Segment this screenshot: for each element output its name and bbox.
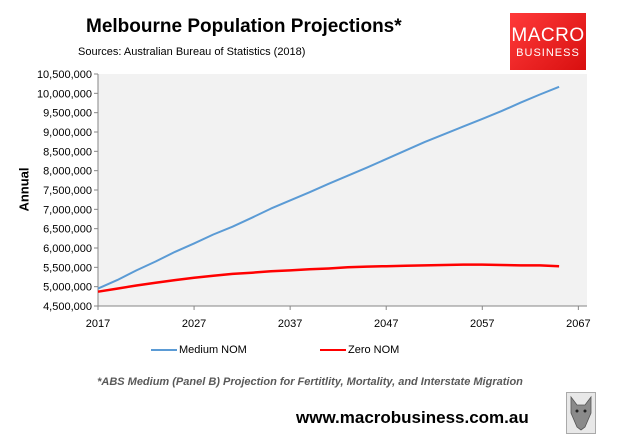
y-tick-label: 7,500,000 <box>43 185 92 197</box>
wolf-logo-icon <box>566 392 596 434</box>
macrobusiness-logo: MACRO BUSINESS <box>510 13 586 70</box>
y-tick-label: 5,000,000 <box>43 282 92 294</box>
legend-label: Zero NOM <box>348 344 400 356</box>
y-tick-label: 6,000,000 <box>43 243 92 255</box>
y-tick-label: 8,500,000 <box>43 146 92 158</box>
legend-item-zero: Zero NOM <box>320 344 399 356</box>
plot-area <box>98 74 587 306</box>
y-tick-label: 6,500,000 <box>43 224 92 236</box>
x-tick-label: 2027 <box>182 318 206 330</box>
legend-label: Medium NOM <box>179 344 247 356</box>
x-tick-label: 2047 <box>374 318 398 330</box>
y-tick-label: 9,500,000 <box>43 108 92 120</box>
y-tick-label: 4,500,000 <box>43 301 92 313</box>
x-tick-label: 2067 <box>566 318 590 330</box>
legend-item-medium: Medium NOM <box>151 344 247 356</box>
series-line-medium-nom <box>97 85 560 290</box>
y-tick-label: 5,500,000 <box>43 262 92 274</box>
y-tick-label: 10,000,000 <box>37 88 92 100</box>
y-tick-label: 7,000,000 <box>43 204 92 216</box>
line-chart: 4,500,000 5,000,000 5,500,000 6,000,000 6,50… <box>37 69 591 330</box>
logo-line1: MACRO <box>511 25 585 46</box>
y-tick-label: 10,500,000 <box>37 69 92 81</box>
y-tick-label: 8,000,000 <box>43 166 92 178</box>
website-url[interactable]: www.macrobusiness.com.au <box>296 408 529 427</box>
legend-swatch-zero <box>320 349 346 352</box>
chart-source: Sources: Australian Bureau of Statistics… <box>78 46 306 58</box>
x-tick-label: 2037 <box>278 318 302 330</box>
logo-line2: BUSINESS <box>516 47 580 59</box>
footnote: *ABS Medium (Panel B) Projection for Fer… <box>97 376 523 388</box>
chart-title: Melbourne Population Projections* <box>86 16 402 37</box>
series-line-zero-nom <box>97 263 560 293</box>
y-tick-label: 9,000,000 <box>43 127 92 139</box>
legend-swatch-medium <box>151 349 177 352</box>
wolf-icon <box>570 395 592 431</box>
x-tick-label: 2017 <box>86 318 110 330</box>
x-tick-label: 2057 <box>470 318 494 330</box>
